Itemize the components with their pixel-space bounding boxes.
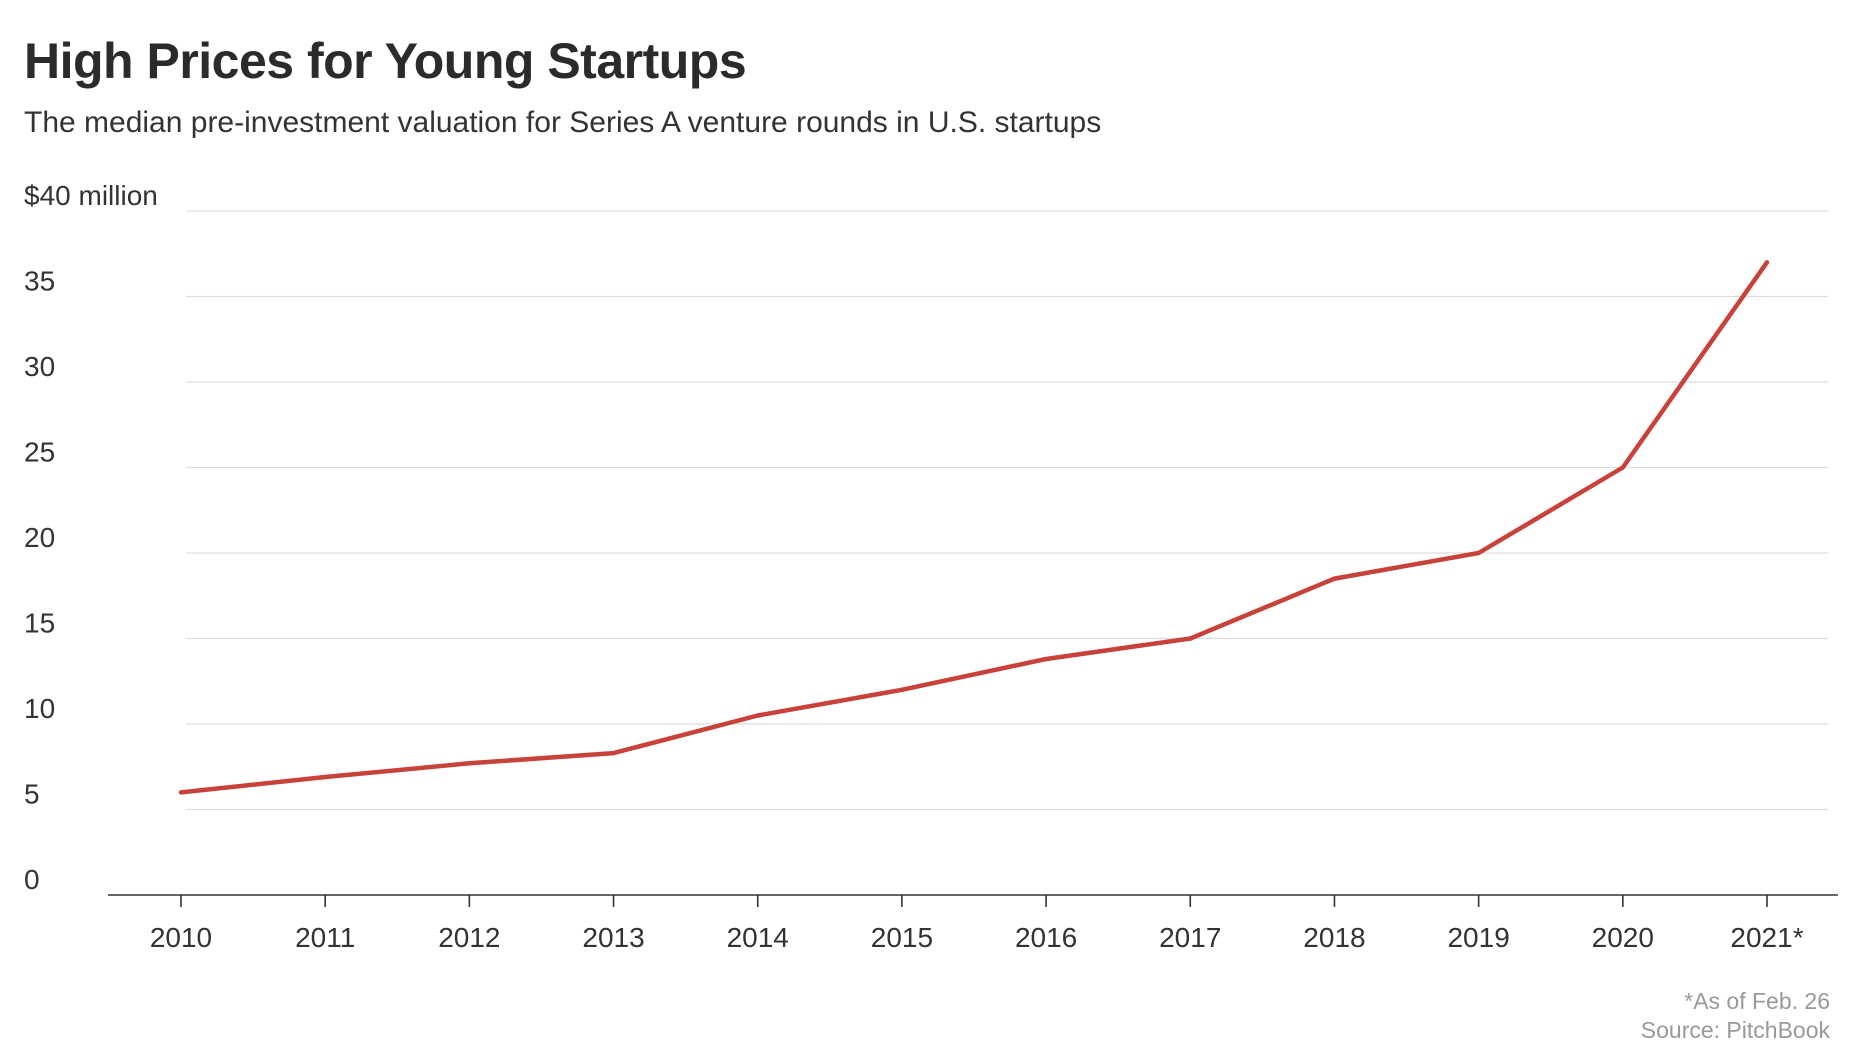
data-point-2016 [1043, 656, 1049, 662]
y-tick-label-15: 15 [24, 608, 55, 639]
data-point-2011 [322, 774, 328, 780]
series-line-0 [180, 261, 1769, 795]
x-tick-label-2010: 2010 [150, 922, 212, 953]
x-tick-label-2014: 2014 [727, 922, 789, 953]
y-axis-ticks: 0 5 10 15 20 25 30 35 $40 million [24, 180, 158, 895]
x-tick-label-2011: 2011 [295, 922, 355, 953]
y-tick-label-30: 30 [24, 351, 55, 382]
data-point-2021* [1764, 260, 1770, 265]
data-point-2010 [178, 790, 184, 795]
y-tick-label-5: 5 [24, 779, 40, 810]
data-point-2013 [611, 750, 616, 756]
series-layer [178, 260, 1770, 795]
chart-title: High Prices for Young Startups [24, 33, 747, 89]
footnote: *As of Feb. 26 [1684, 988, 1830, 1014]
y-tick-label-0: 0 [24, 864, 40, 895]
y-tick-label-20: 20 [24, 522, 55, 553]
data-point-2018 [1332, 576, 1337, 581]
y-tick-label-40: $40 million [24, 180, 158, 211]
y-tick-label-10: 10 [24, 693, 55, 724]
chart-subtitle: The median pre-investment valuation for … [24, 106, 1102, 139]
data-point-2019 [1476, 550, 1481, 556]
x-tick-label-2013: 2013 [582, 922, 644, 953]
x-tick-label-2021*: 2021* [1730, 922, 1803, 953]
data-point-2012 [467, 761, 472, 766]
y-tick-label-25: 25 [24, 437, 55, 468]
x-tick-label-2018: 2018 [1303, 922, 1365, 953]
x-tick-label-2020: 2020 [1592, 922, 1654, 953]
data-point-2017 [1188, 636, 1193, 641]
x-tick-label-2019: 2019 [1447, 922, 1509, 953]
x-tick-label-2016: 2016 [1015, 922, 1077, 953]
gridlines [186, 210, 1828, 811]
data-point-2015 [899, 687, 905, 692]
y-tick-label-35: 35 [24, 266, 55, 297]
x-tick-label-2012: 2012 [438, 922, 500, 953]
source-note: Source: PitchBook [1640, 1017, 1830, 1043]
x-tick-label-2015: 2015 [871, 922, 933, 953]
data-point-2020 [1620, 465, 1626, 470]
data-point-2014 [755, 713, 760, 718]
x-tick-label-2017: 2017 [1159, 922, 1221, 953]
x-axis: 2010 2011 2012 2013 2014 2015 2016 2017 2018 2019… [108, 894, 1838, 953]
